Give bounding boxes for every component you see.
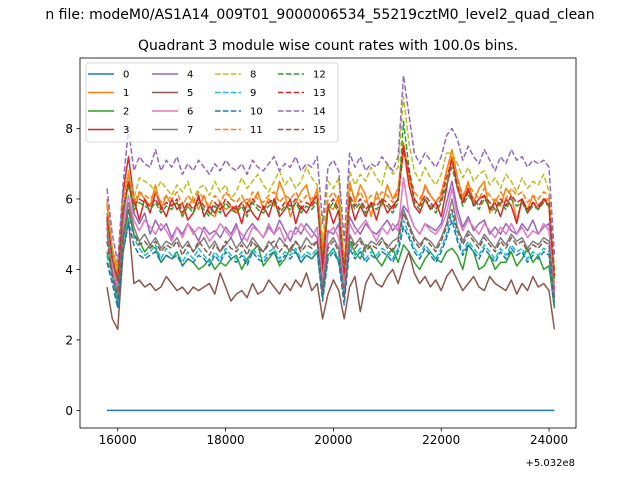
legend-label-10: 10 <box>250 107 263 118</box>
y-tick-label-8: 8 <box>65 122 73 136</box>
legend-label-12: 12 <box>313 70 326 81</box>
legend-label-6: 6 <box>187 107 193 118</box>
series-line-13 <box>106 148 556 281</box>
series-line-14 <box>106 74 556 264</box>
legend-label-7: 7 <box>187 125 193 136</box>
legend-label-2: 2 <box>123 107 129 118</box>
series-line-10 <box>106 219 556 309</box>
chart-title: Quadrant 3 module wise count rates with … <box>138 38 518 54</box>
plot-frame <box>79 57 577 429</box>
series-line-6 <box>106 177 556 295</box>
series-line-12 <box>106 120 556 281</box>
legend-label-8: 8 <box>250 70 256 81</box>
series-line-5 <box>106 219 556 331</box>
legend-label-15: 15 <box>313 125 326 136</box>
y-tick-label-6: 6 <box>65 192 73 206</box>
y-tick-label-0: 0 <box>65 404 73 418</box>
x-tick-label-18000: 18000 <box>206 433 244 447</box>
x-offset-label: +5.032e8 <box>525 458 575 469</box>
legend-label-4: 4 <box>187 70 193 81</box>
series-line-4 <box>106 180 556 298</box>
x-tick-label-24000: 24000 <box>530 433 568 447</box>
series-line-7 <box>106 198 556 302</box>
legend-label-1: 1 <box>123 88 129 99</box>
series-line-15 <box>106 208 556 302</box>
legend-label-3: 3 <box>123 125 129 136</box>
legend-label-0: 0 <box>123 70 129 81</box>
series-line-8 <box>106 96 556 274</box>
y-axis: 0 2 4 6 8 <box>65 122 80 418</box>
series-line-9 <box>106 212 556 305</box>
x-tick-label-16000: 16000 <box>99 433 137 447</box>
legend-label-13: 13 <box>313 88 326 99</box>
x-tick-label-20000: 20000 <box>314 433 352 447</box>
legend-label-9: 9 <box>250 88 256 99</box>
legend-label-11: 11 <box>250 125 263 136</box>
legend-label-14: 14 <box>313 107 326 118</box>
x-tick-label-22000: 22000 <box>422 433 460 447</box>
legend-label-5: 5 <box>187 88 193 99</box>
series-layer <box>106 74 556 412</box>
series-line-11 <box>106 152 556 278</box>
y-tick-label-4: 4 <box>65 263 73 277</box>
legend-frame <box>85 62 339 143</box>
y-tick-label-2: 2 <box>65 333 73 347</box>
x-axis: 16000 18000 20000 22000 24000 <box>99 428 568 447</box>
figure-suptitle: n file: modeM0/AS1A14_009T01_9000006534_… <box>45 7 594 23</box>
